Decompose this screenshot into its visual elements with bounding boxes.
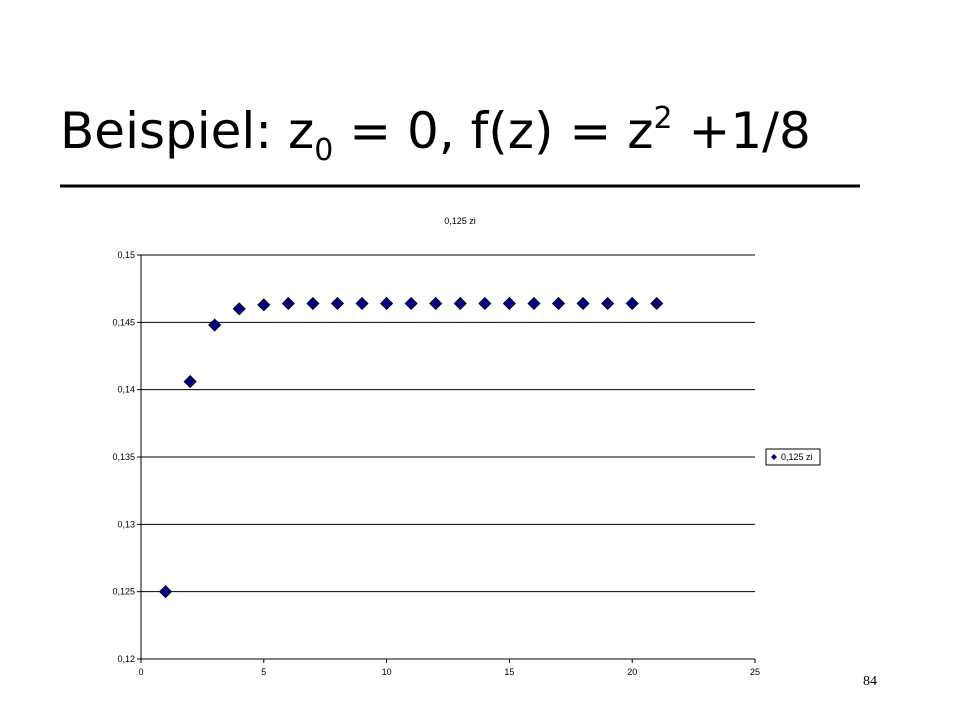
chart-title: 0,125 zi (444, 216, 476, 226)
heading-text: +1/8 (673, 102, 811, 160)
y-tick-label: 0,135 (112, 452, 135, 462)
heading-text: = 0, f(z) = z (333, 102, 653, 160)
x-tick-label: 10 (382, 667, 392, 677)
point (355, 296, 369, 311)
point (502, 296, 516, 311)
point (429, 296, 443, 311)
point (478, 296, 492, 311)
point (158, 585, 173, 599)
point (650, 296, 664, 311)
heading: Beispiel: z0 = 0, f(z) = z2 +1/8 (60, 101, 811, 168)
point (551, 296, 566, 311)
point (404, 296, 418, 311)
y-tick-label: 0,145 (112, 317, 135, 327)
x-tick-label: 5 (261, 667, 266, 677)
point (281, 296, 295, 311)
x-tick-label: 20 (627, 667, 637, 677)
y-tick-label: 0,15 (117, 250, 135, 260)
point (576, 296, 590, 311)
point (257, 298, 271, 312)
point (453, 296, 467, 311)
heading-subscript: 0 (314, 133, 333, 168)
point (330, 296, 345, 311)
page-number: 84 (863, 674, 877, 689)
legend-label: 0,125 zi (781, 452, 813, 462)
y-tick-label: 0,14 (117, 385, 135, 395)
heading-superscript: 2 (653, 101, 672, 136)
legend-marker (771, 454, 777, 460)
y-tick-label: 0,12 (117, 654, 135, 664)
point (208, 318, 222, 332)
point (232, 302, 246, 316)
point (527, 296, 541, 311)
heading-text: Beispiel: z (60, 102, 314, 160)
x-tick-label: 25 (750, 667, 760, 677)
point (183, 375, 197, 389)
y-tick-label: 0,13 (117, 519, 135, 529)
y-tick-label: 0,125 (112, 587, 135, 597)
x-tick-label: 15 (504, 667, 514, 677)
point (625, 296, 639, 311)
point (380, 296, 394, 311)
legend-box (765, 448, 821, 466)
point (601, 296, 615, 311)
point (306, 296, 320, 311)
x-tick-label: 0 (138, 667, 143, 677)
